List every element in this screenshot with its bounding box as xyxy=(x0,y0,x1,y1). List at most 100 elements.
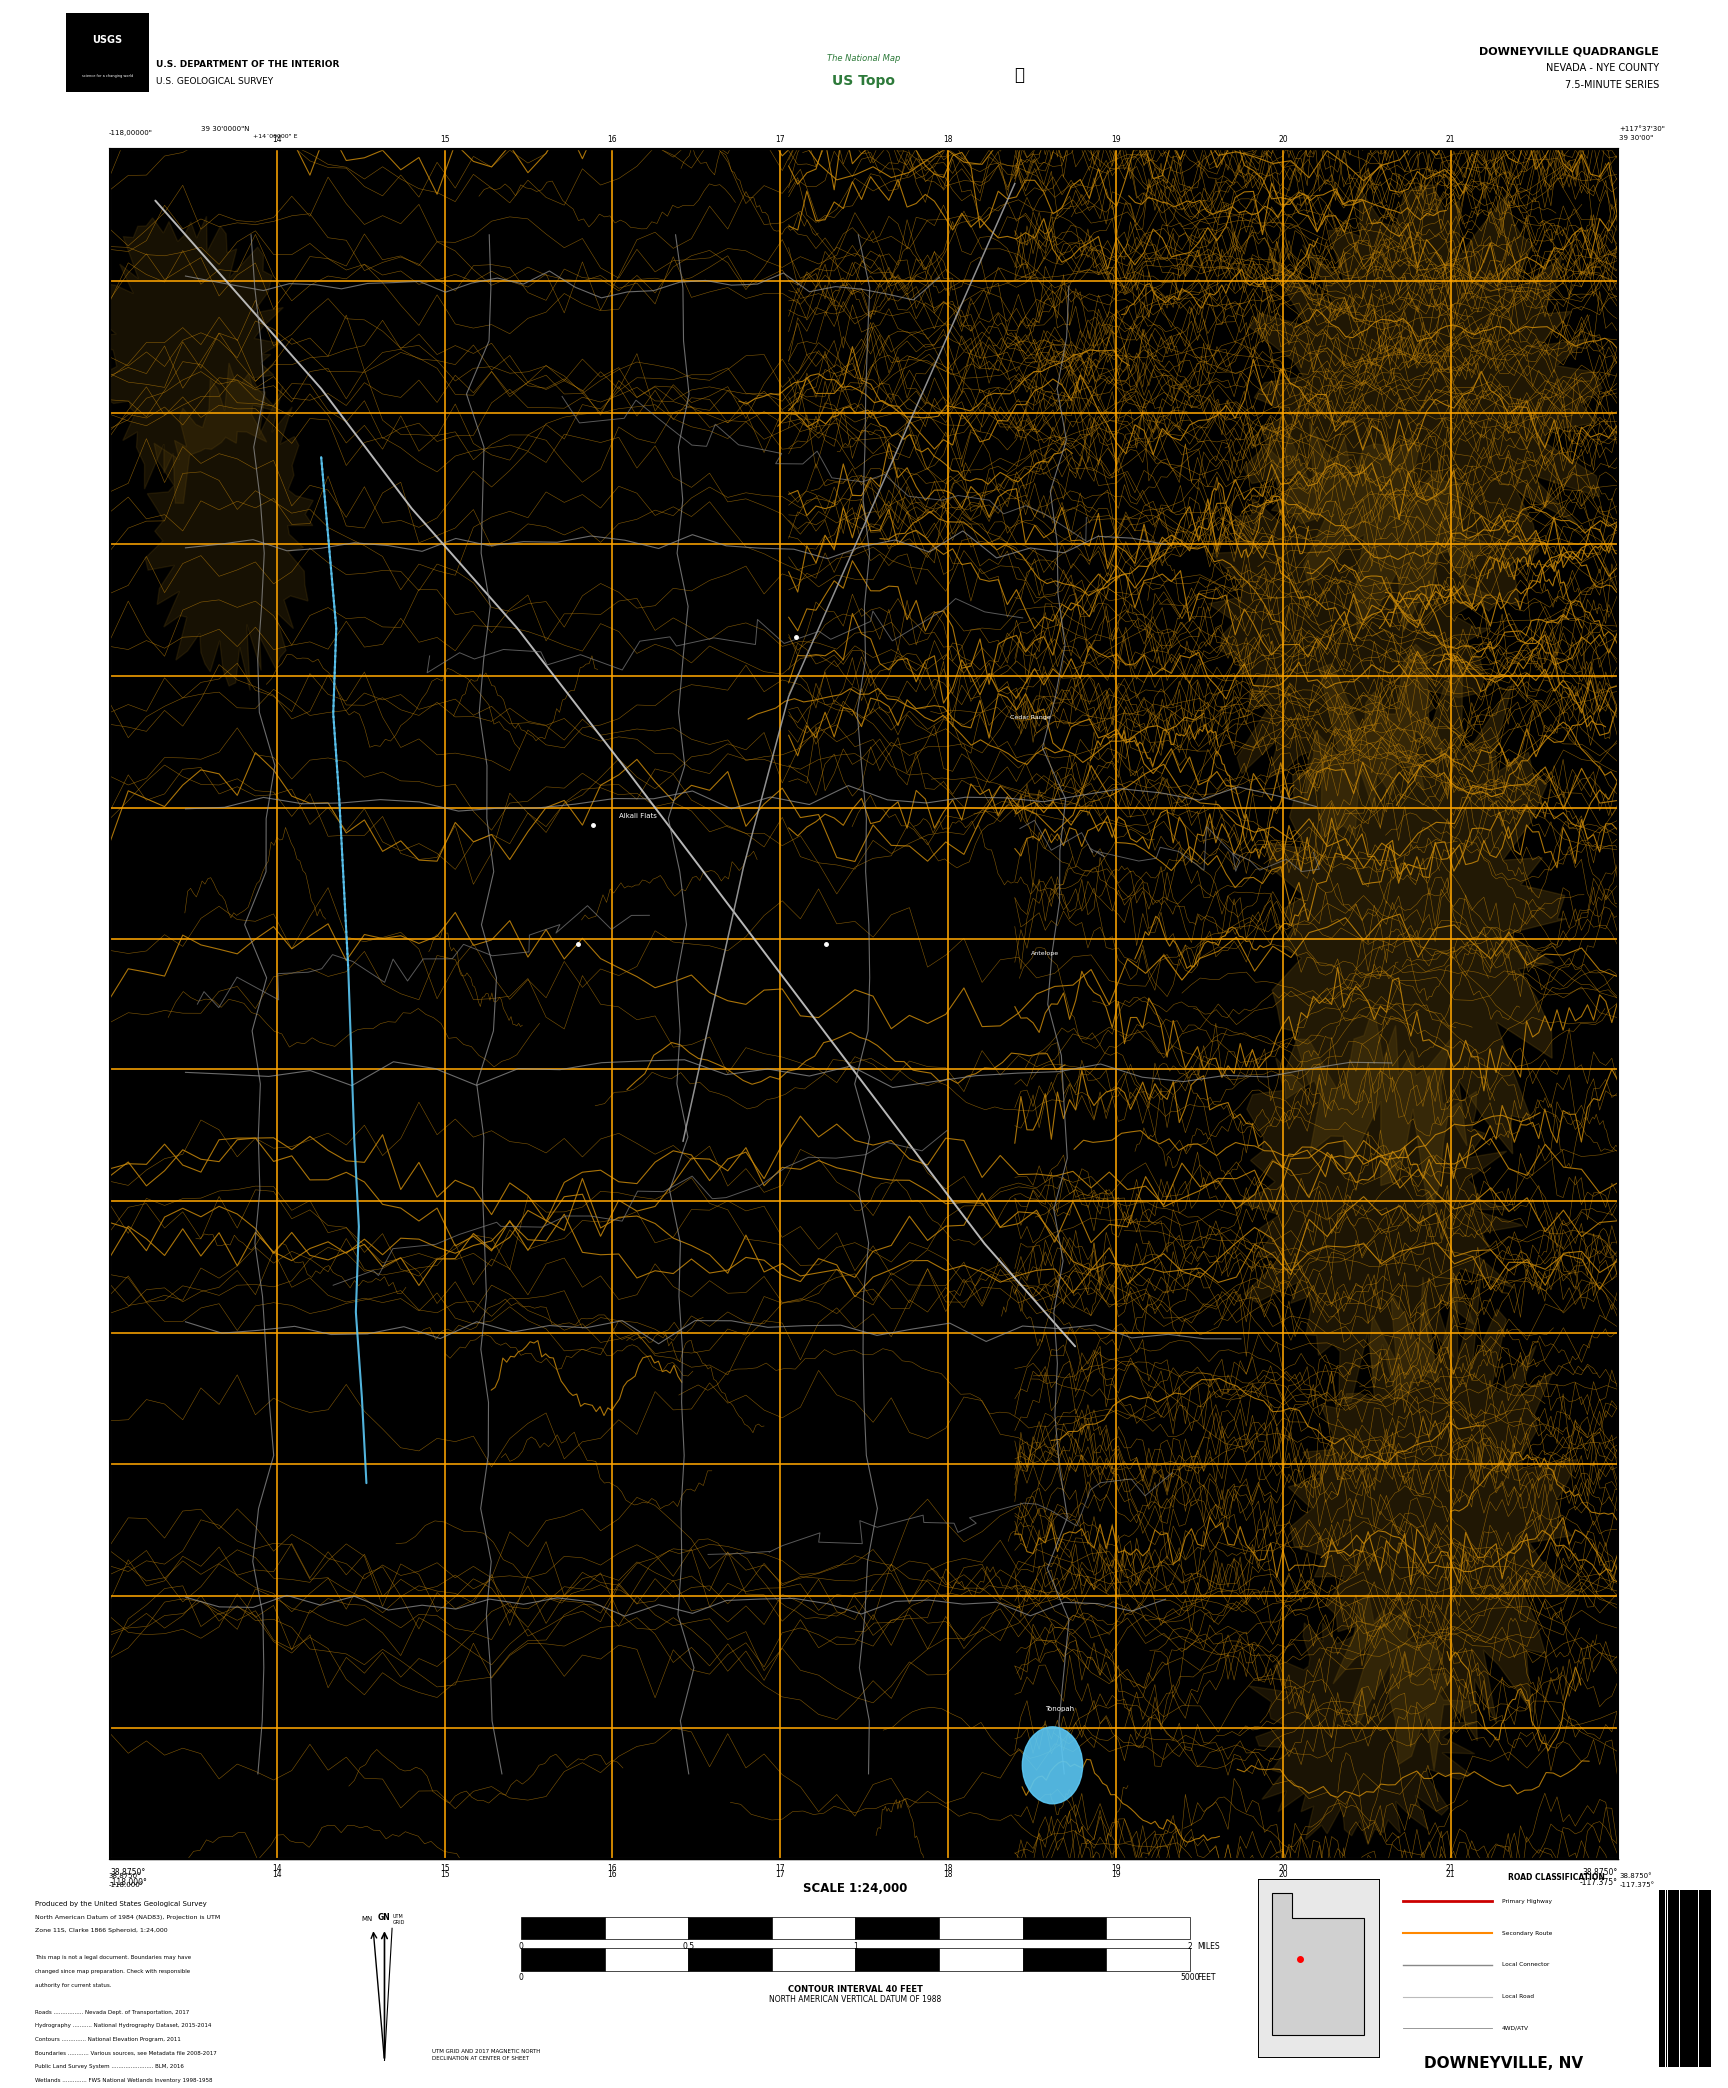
Text: -117.375°: -117.375° xyxy=(1619,1881,1654,1888)
Text: Hydrography ........... National Hydrography Dataset, 2015-2014: Hydrography ........... National Hydrogr… xyxy=(35,2023,211,2027)
Ellipse shape xyxy=(1023,1727,1083,1804)
Text: The National Map: The National Map xyxy=(828,54,900,63)
Text: -118,00000": -118,00000" xyxy=(109,129,152,136)
Bar xyxy=(1669,1890,1671,2067)
Text: North American Datum of 1984 (NAD83), Projection is UTM: North American Datum of 1984 (NAD83), Pr… xyxy=(35,1915,219,1919)
Polygon shape xyxy=(145,363,313,691)
Text: U.S. DEPARTMENT OF THE INTERIOR: U.S. DEPARTMENT OF THE INTERIOR xyxy=(156,61,339,69)
Text: +117°37'30": +117°37'30" xyxy=(1619,125,1666,132)
Text: 17: 17 xyxy=(774,136,785,144)
Text: 5000: 5000 xyxy=(1180,1973,1199,1982)
Text: 38.8750°: 38.8750° xyxy=(1619,1873,1652,1879)
Bar xyxy=(1695,1890,1697,2067)
Text: 06: 06 xyxy=(1623,1460,1633,1468)
Bar xyxy=(772,1917,855,1940)
Text: 08: 08 xyxy=(1623,1196,1631,1205)
Bar xyxy=(855,1917,938,1940)
Bar xyxy=(1685,1890,1688,2067)
Text: authority for current status.: authority for current status. xyxy=(35,1984,111,1988)
Text: MN: MN xyxy=(361,1917,373,1923)
Text: 14: 14 xyxy=(273,1871,282,1879)
Text: Zone 11S, Clarke 1866 Spheroid, 1:24,000: Zone 11S, Clarke 1866 Spheroid, 1:24,000 xyxy=(35,1929,168,1933)
Polygon shape xyxy=(1244,186,1602,633)
Bar xyxy=(688,1917,772,1940)
Text: 0.5: 0.5 xyxy=(683,1942,695,1950)
Text: 21: 21 xyxy=(1446,1865,1455,1873)
Text: 39 30'0000"N: 39 30'0000"N xyxy=(200,125,249,132)
Text: 14: 14 xyxy=(97,407,105,418)
Text: 39 30'00": 39 30'00" xyxy=(1619,136,1654,140)
Text: 15: 15 xyxy=(1623,276,1631,286)
Text: -118.000°: -118.000° xyxy=(109,1881,143,1888)
Text: UTM
GRID: UTM GRID xyxy=(392,1915,406,1925)
Text: U.S. GEOLOGICAL SURVEY: U.S. GEOLOGICAL SURVEY xyxy=(156,77,273,86)
Bar xyxy=(1687,1890,1688,2067)
Text: 13: 13 xyxy=(1623,541,1631,549)
Text: 04: 04 xyxy=(95,1723,105,1733)
Text: 07: 07 xyxy=(1623,1328,1633,1336)
Bar xyxy=(522,1917,605,1940)
Bar xyxy=(1023,1917,1106,1940)
Text: 15: 15 xyxy=(97,276,105,286)
Text: NORTH AMERICAN VERTICAL DATUM OF 1988: NORTH AMERICAN VERTICAL DATUM OF 1988 xyxy=(769,1996,942,2004)
Text: CONTOUR INTERVAL 40 FEET: CONTOUR INTERVAL 40 FEET xyxy=(788,1986,923,1994)
Text: Public Land Survey System ........................ BLM, 2016: Public Land Survey System ..............… xyxy=(35,2063,183,2069)
Polygon shape xyxy=(1237,1006,1522,1405)
Text: 12: 12 xyxy=(97,672,105,681)
Text: 38.8750°: 38.8750° xyxy=(1583,1867,1617,1877)
Text: 07: 07 xyxy=(95,1328,105,1336)
Text: 05: 05 xyxy=(1623,1591,1633,1601)
Bar xyxy=(1704,1890,1706,2067)
Bar xyxy=(605,1917,688,1940)
Text: Boundaries ............ Various sources, see Metadata file 2008-2017: Boundaries ............ Various sources,… xyxy=(35,2050,216,2055)
Text: Local Road: Local Road xyxy=(1502,1994,1534,1998)
Text: 38.8750°: 38.8750° xyxy=(111,1867,145,1877)
Polygon shape xyxy=(1208,422,1491,837)
Text: 20: 20 xyxy=(1279,136,1287,144)
Text: This map is not a legal document. Boundaries may have: This map is not a legal document. Bounda… xyxy=(35,1954,190,1961)
Text: 10: 10 xyxy=(1623,935,1631,944)
Text: SCALE 1:24,000: SCALE 1:24,000 xyxy=(804,1881,907,1894)
Text: Alkali Flats: Alkali Flats xyxy=(619,812,657,818)
Text: Tonopah: Tonopah xyxy=(1045,1706,1075,1712)
Text: +14´00000" E: +14´00000" E xyxy=(254,134,297,140)
Bar xyxy=(938,1948,1023,1971)
Text: 18: 18 xyxy=(943,1865,954,1873)
Bar xyxy=(1680,1890,1683,2067)
Text: 20: 20 xyxy=(1279,1865,1287,1873)
Text: 21: 21 xyxy=(1446,136,1455,144)
Text: 19: 19 xyxy=(1111,136,1121,144)
Text: 16: 16 xyxy=(607,1865,617,1873)
Text: 14: 14 xyxy=(1623,407,1631,418)
Bar xyxy=(605,1948,688,1971)
Text: Contours .............. National Elevation Program, 2011: Contours .............. National Elevati… xyxy=(35,2038,180,2042)
Bar xyxy=(1023,1948,1106,1971)
Text: -118.000°: -118.000° xyxy=(111,1879,149,1888)
Text: 11: 11 xyxy=(1623,804,1631,812)
Text: 13: 13 xyxy=(97,541,105,549)
Bar xyxy=(1709,1890,1711,2067)
Bar xyxy=(1676,1890,1678,2067)
Text: 14: 14 xyxy=(273,136,282,144)
Text: 12: 12 xyxy=(1623,672,1631,681)
Text: science for a changing world: science for a changing world xyxy=(81,73,133,77)
Bar xyxy=(1681,1890,1685,2067)
Text: ROAD CLASSIFICATION: ROAD CLASSIFICATION xyxy=(1507,1873,1605,1881)
Text: Produced by the United States Geological Survey: Produced by the United States Geological… xyxy=(35,1900,206,1906)
Text: 0: 0 xyxy=(518,1973,524,1982)
Text: 16: 16 xyxy=(607,1871,617,1879)
Text: 17: 17 xyxy=(774,1871,785,1879)
Bar xyxy=(522,1948,605,1971)
Text: Cedar Range: Cedar Range xyxy=(1009,714,1051,720)
Bar xyxy=(688,1948,772,1971)
Text: DOWNEYVILLE, NV: DOWNEYVILLE, NV xyxy=(1424,2057,1583,2071)
Text: 10: 10 xyxy=(97,935,105,944)
Text: 09: 09 xyxy=(95,1065,105,1073)
Polygon shape xyxy=(83,217,283,503)
Text: 2: 2 xyxy=(1187,1942,1192,1950)
Text: 0: 0 xyxy=(518,1942,524,1950)
Text: 11: 11 xyxy=(97,804,105,812)
Text: 1: 1 xyxy=(854,1942,857,1950)
Text: 19: 19 xyxy=(1111,1871,1121,1879)
Text: 18: 18 xyxy=(943,136,954,144)
